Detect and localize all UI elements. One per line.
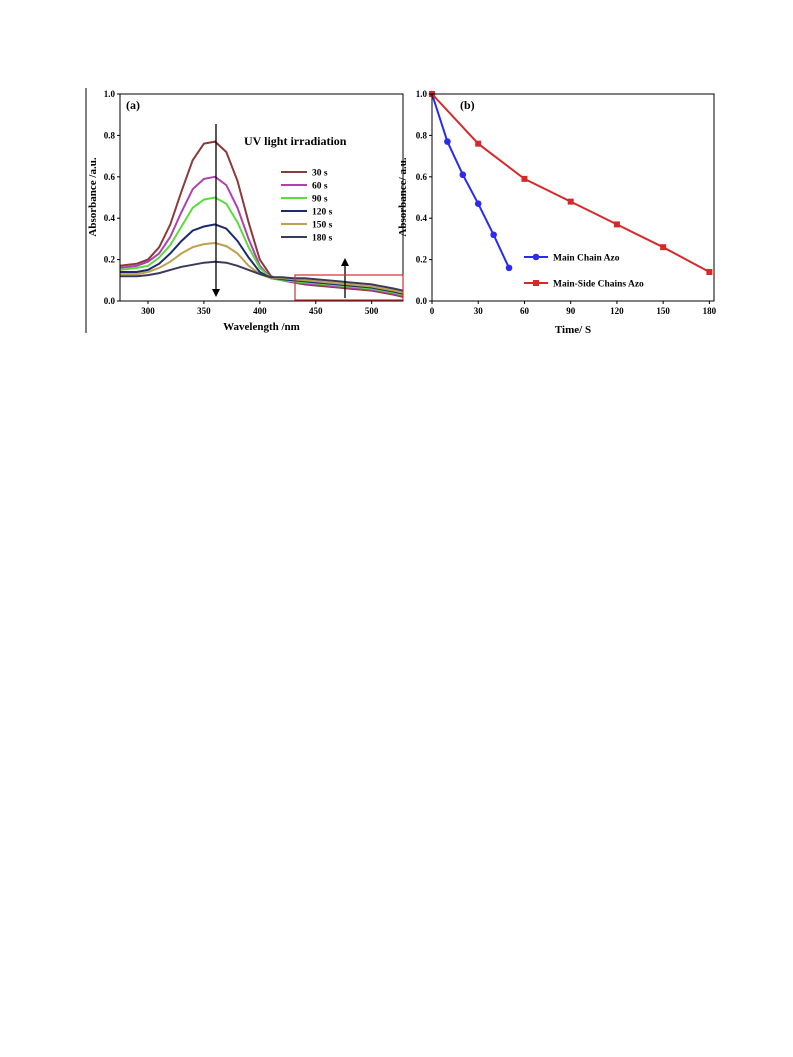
x-tick-label: 180 (703, 306, 717, 316)
panel-b-data-layer (428, 90, 713, 276)
panel-b-chart: 0 30 60 90 120 150 180 0.0 0.2 0.4 0.6 0.8 1.0 (b) M… (397, 89, 717, 336)
panel-a-ylabel: Absorbance /a.u. (87, 157, 99, 236)
y-tick-label: 1.0 (416, 89, 428, 99)
panel-a-xlabel: Wavelength /nm (223, 321, 300, 333)
y-tick-label: 0.0 (104, 296, 116, 306)
y-tick-label: 0.2 (416, 255, 428, 265)
decrease-arrow-head (212, 289, 220, 297)
x-tick-label: 90 (566, 306, 576, 316)
series-line-90s (120, 196, 403, 296)
panel-a-plot-frame (119, 93, 404, 302)
x-tick-label: 300 (141, 306, 155, 316)
series-line-180s (120, 260, 403, 292)
legend-label: Main Chain Azo (553, 254, 620, 264)
x-tick-label: 120 (610, 306, 624, 316)
data-point (613, 221, 620, 228)
y-tick-label: 0.4 (416, 213, 428, 223)
legend-label: Main-Side Chains Azo (553, 280, 644, 290)
panel-b-label: (b) (460, 98, 475, 112)
data-point (660, 244, 667, 251)
legend-label: 150 s (312, 221, 333, 231)
highlight-box (294, 274, 404, 301)
data-point (490, 231, 497, 239)
y-tick-label: 0.8 (416, 130, 428, 140)
series-line-main-side-chains (431, 93, 710, 273)
x-tick-label: 30 (474, 306, 484, 316)
y-tick-label: 0.6 (416, 172, 428, 182)
panel-b-plot-frame (431, 93, 715, 302)
x-tick-label: 350 (197, 306, 211, 316)
panel-a-label: (a) (126, 98, 140, 112)
data-point (706, 269, 713, 276)
y-tick-label: 0.0 (416, 296, 428, 306)
panel-b-legend: Main Chain Azo Main-Side Chains Azo (524, 254, 644, 290)
series-line-main-chain (431, 93, 510, 269)
uv-irradiation-annotation: UV light irradiation (244, 134, 347, 148)
y-tick-label: 0.4 (104, 213, 116, 223)
x-tick-label: 60 (520, 306, 530, 316)
x-tick-label: 0 (430, 306, 435, 316)
panel-a-data-layer (120, 140, 403, 298)
panel-b-xlabel: Time/ S (555, 324, 591, 336)
data-point (475, 140, 482, 147)
legend-marker (533, 280, 539, 286)
x-tick-label: 500 (365, 306, 379, 316)
x-tick-label: 150 (656, 306, 670, 316)
panel-a-chart: 300 350 400 450 500 0.0 0.2 0.4 0.6 0.8 1.0 (a) UV… (87, 89, 404, 333)
data-point (459, 171, 467, 179)
y-tick-label: 0.2 (104, 255, 116, 265)
panel-a-legend: 30 s 60 s 90 s 120 s 150 s 180 s (281, 169, 333, 244)
series-line-60s (120, 175, 403, 297)
legend-label: 60 s (312, 182, 328, 192)
data-point (521, 175, 528, 182)
legend-label: 180 s (312, 234, 333, 244)
panel-b-ylabel: Absorbance/ a.u. (397, 157, 409, 236)
x-tick-label: 400 (253, 306, 267, 316)
data-point (505, 264, 513, 272)
increase-arrow-head (341, 258, 349, 266)
data-point (567, 198, 574, 205)
series-line-30s (120, 140, 403, 298)
legend-marker (532, 253, 540, 261)
panel-b-ticks: 0 30 60 90 120 150 180 0.0 0.2 0.4 0.6 0.8 1.0 (416, 89, 717, 316)
legend-label: 30 s (312, 169, 328, 179)
y-tick-label: 0.6 (104, 172, 116, 182)
legend-label: 120 s (312, 208, 333, 218)
legend-label: 90 s (312, 195, 328, 205)
data-point (474, 200, 482, 208)
y-tick-label: 1.0 (104, 89, 116, 99)
data-point (444, 138, 451, 145)
panel-a-ticks: 300 350 400 450 500 0.0 0.2 0.4 0.6 0.8 1.0 (104, 89, 379, 316)
y-tick-label: 0.8 (104, 130, 116, 140)
x-tick-label: 450 (309, 306, 323, 316)
